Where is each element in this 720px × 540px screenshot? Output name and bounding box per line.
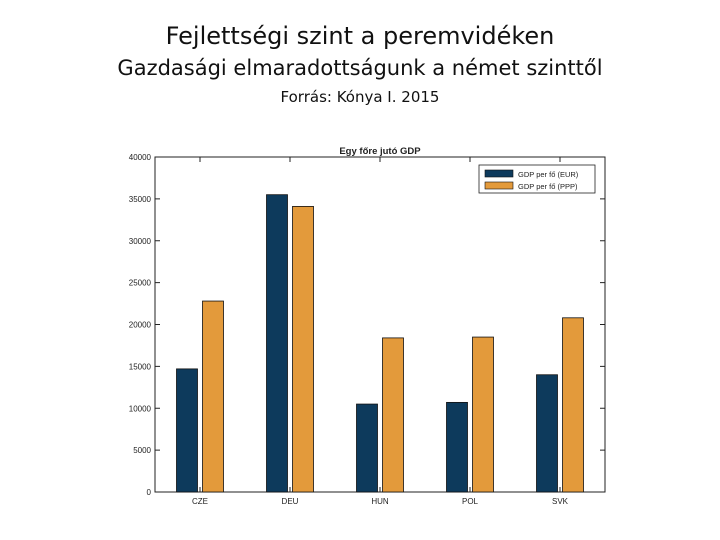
x-tick-label: CZE <box>192 497 208 506</box>
bar-ppp-svk <box>562 317 584 493</box>
slide-subtitle: Gazdasági elmaradottságunk a német szint… <box>117 56 603 80</box>
y-tick-label: 25000 <box>129 279 152 288</box>
legend-swatch <box>484 181 514 190</box>
y-tick-label: 10000 <box>129 404 152 413</box>
bar-eur-deu <box>266 194 288 493</box>
bar-eur-pol <box>446 401 468 493</box>
bar-ppp-pol <box>472 336 494 493</box>
legend-swatch <box>484 169 514 178</box>
y-tick-label: 0 <box>147 488 152 497</box>
bar-eur-hun <box>356 403 378 493</box>
bar-ppp-hun <box>382 337 404 493</box>
x-tick-label: SVK <box>552 497 569 506</box>
x-tick-label: DEU <box>282 497 299 506</box>
y-tick-label: 30000 <box>129 237 152 246</box>
chart-legend: GDP per fő (EUR) GDP per fő (PPP) <box>478 164 596 194</box>
x-tick-label: HUN <box>371 497 389 506</box>
slide-source: Forrás: Kónya I. 2015 <box>280 88 440 106</box>
y-tick-label: 40000 <box>129 153 152 162</box>
legend-label: GDP per fő (EUR) <box>518 170 579 179</box>
bar-ppp-deu <box>292 206 314 493</box>
legend-label: GDP per fő (PPP) <box>518 182 578 191</box>
x-tick-label: POL <box>462 497 479 506</box>
y-tick-label: 20000 <box>129 321 152 330</box>
y-tick-label: 5000 <box>133 446 151 455</box>
bar-eur-cze <box>176 368 198 493</box>
slide-title: Fejlettségi szint a peremvidéken <box>165 22 555 50</box>
bar-eur-svk <box>536 374 558 493</box>
y-tick-label: 35000 <box>129 195 152 204</box>
bar-ppp-cze <box>202 300 224 493</box>
chart-title: Egy főre jutó GDP <box>339 146 421 157</box>
y-tick-label: 15000 <box>129 362 152 371</box>
